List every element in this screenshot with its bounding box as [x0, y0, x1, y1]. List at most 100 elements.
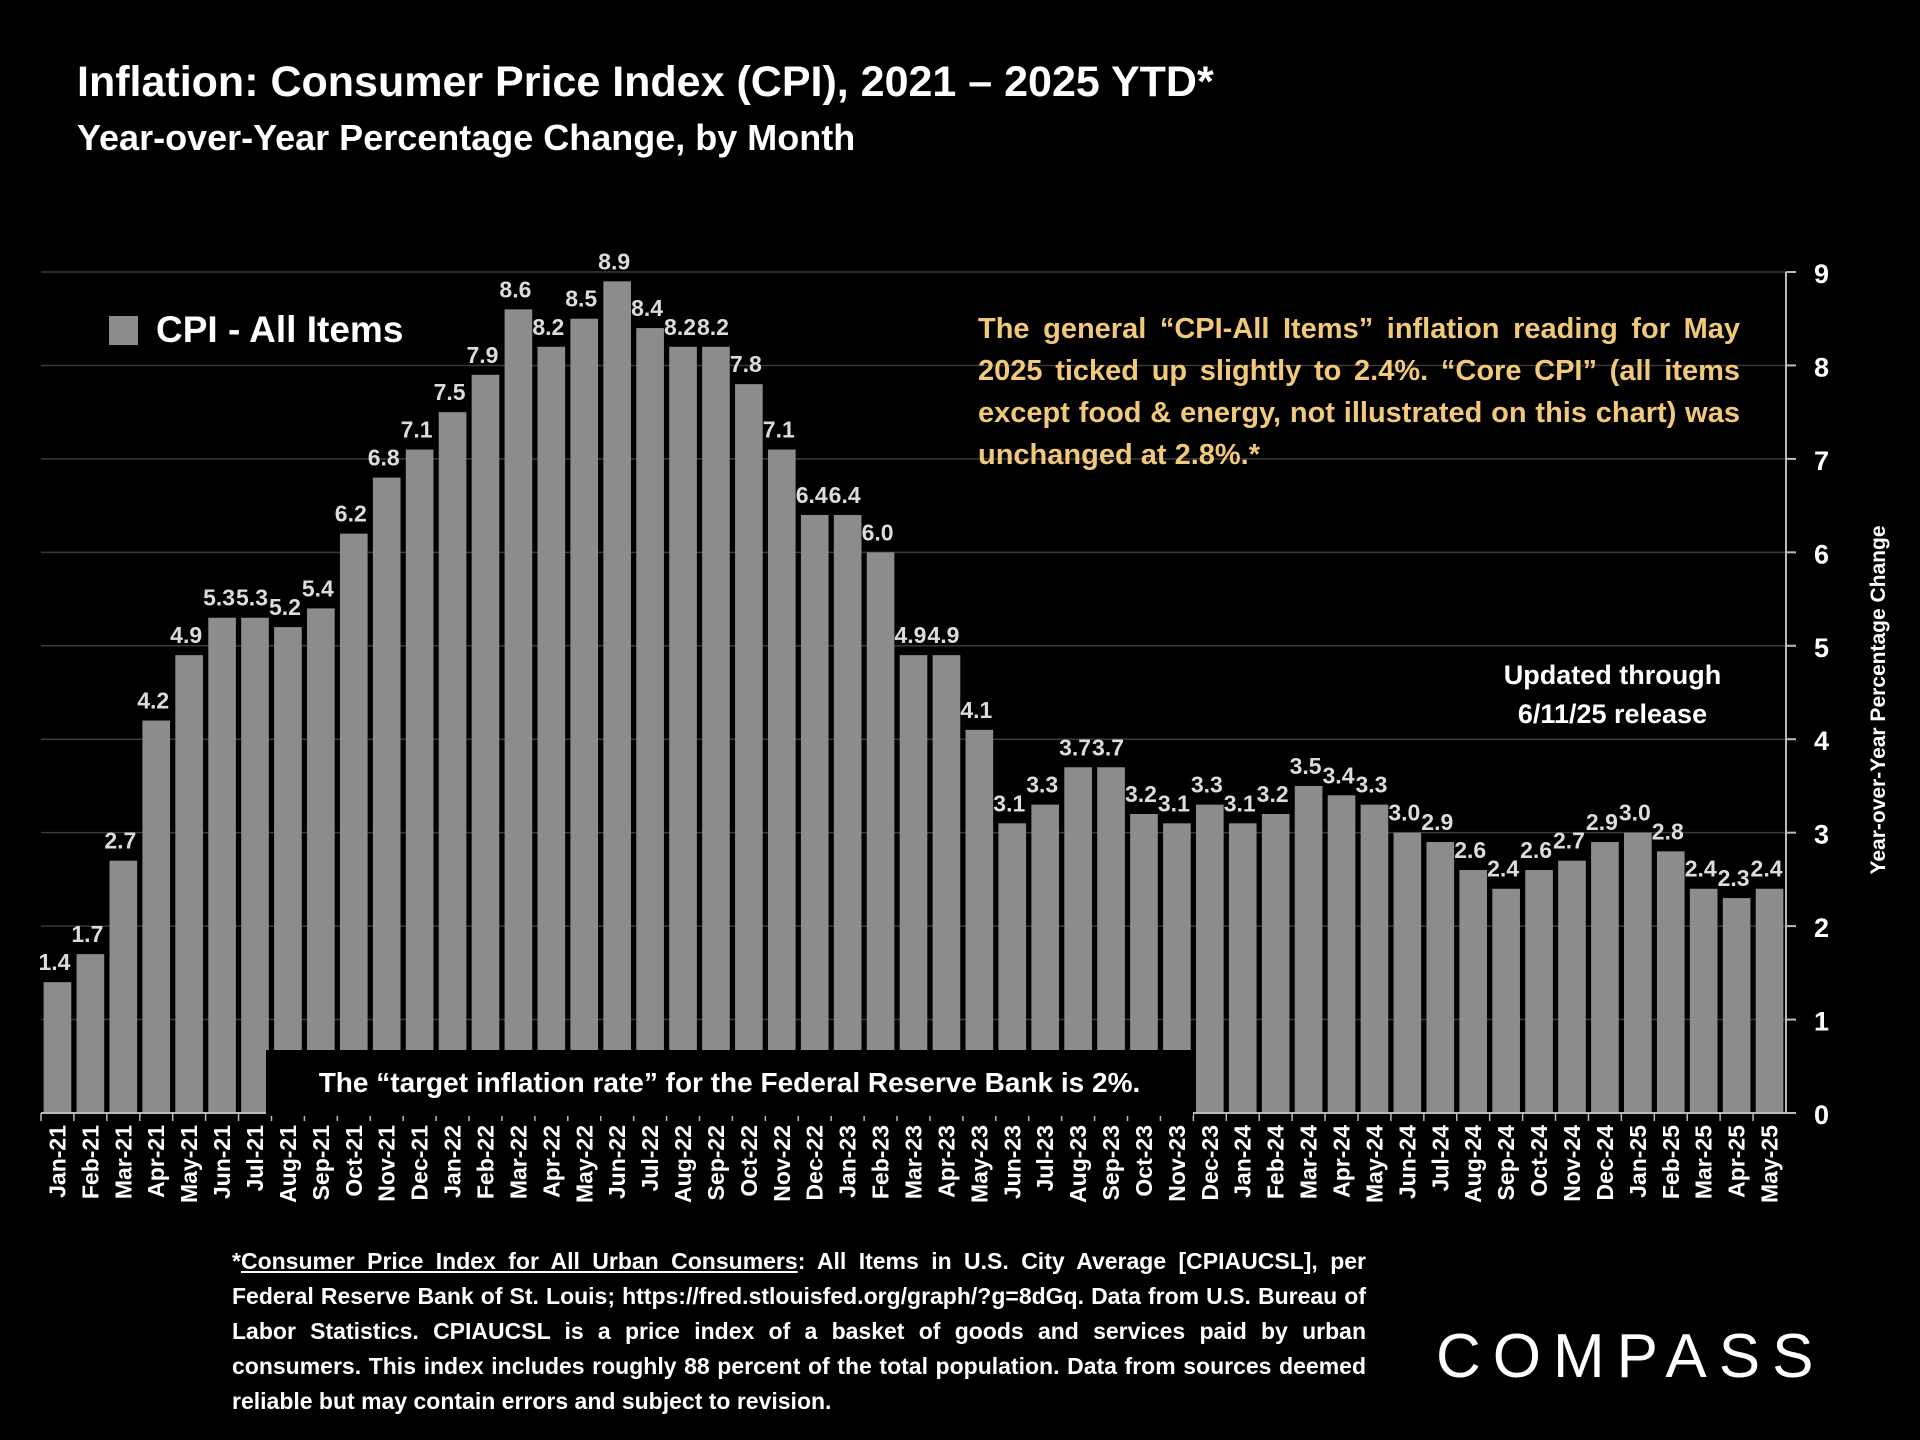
bar-value-label: 6.8	[368, 445, 400, 471]
bar	[43, 982, 72, 1113]
y-tick-label: 2	[1814, 913, 1829, 943]
bar	[932, 655, 961, 1113]
bar-value-label: 2.8	[1652, 818, 1684, 844]
bar	[767, 449, 796, 1113]
x-tick-label: Feb-23	[868, 1125, 894, 1199]
bar	[274, 627, 302, 1113]
x-tick-label: Feb-22	[472, 1125, 498, 1199]
bar-value-label: 2.6	[1520, 837, 1552, 863]
bar	[471, 374, 500, 1113]
x-tick-label: Nov-22	[769, 1125, 795, 1202]
bar	[1195, 804, 1224, 1113]
x-tick-label: Oct-21	[341, 1125, 367, 1197]
bar	[1261, 813, 1290, 1113]
bar-value-label: 4.2	[137, 688, 169, 714]
bar	[866, 552, 895, 1113]
bar	[1722, 898, 1751, 1113]
bar	[1360, 804, 1389, 1113]
x-tick-label: Jun-22	[604, 1125, 630, 1199]
bar-value-label: 6.4	[829, 482, 861, 508]
y-tick-label: 5	[1814, 633, 1829, 663]
legend-label: CPI - All Items	[156, 309, 403, 350]
x-tick-label: Sep-22	[703, 1125, 729, 1200]
bar-value-label: 5.2	[269, 594, 301, 620]
bar	[109, 860, 138, 1113]
bar-value-label: 2.4	[1751, 856, 1783, 882]
x-tick-label: Dec-24	[1592, 1125, 1618, 1201]
x-tick-label: Jun-23	[999, 1125, 1025, 1199]
x-tick-label: Jan-25	[1625, 1125, 1651, 1198]
bar	[208, 617, 236, 1113]
x-tick-label: May-22	[571, 1125, 597, 1203]
footnote: *Consumer Price Index for All Urban Cons…	[232, 1244, 1366, 1419]
bar-value-label: 7.9	[466, 342, 498, 368]
footnote-source-link[interactable]: Consumer Price Index for All Urban Consu…	[240, 1248, 798, 1274]
bar	[175, 655, 203, 1113]
bar-value-label: 2.3	[1718, 865, 1750, 891]
x-tick-label: Apr-22	[538, 1125, 564, 1198]
bar	[735, 384, 763, 1114]
bar-value-label: 2.9	[1586, 809, 1618, 835]
bar-value-label: 5.3	[236, 585, 268, 611]
bar-value-label: 2.7	[104, 828, 136, 854]
data-labels: 1.41.72.74.24.95.3 5.3 5.25.46.26.87.17.57…	[38, 248, 1782, 975]
x-tick-label: Feb-21	[77, 1125, 103, 1199]
x-tick-label: Dec-23	[1197, 1125, 1223, 1200]
bar	[1426, 842, 1455, 1113]
x-tick-label: Jan-21	[44, 1125, 70, 1198]
bar-value-label: 3.2	[1257, 781, 1289, 807]
bar-value-label: 3.5	[1290, 753, 1322, 779]
x-tick-label: Nov-21	[374, 1125, 400, 1202]
bar	[669, 346, 697, 1113]
bar	[504, 309, 533, 1113]
bar-value-label: 3.7	[1059, 734, 1091, 760]
bar-value-label: 8.4	[631, 295, 663, 321]
x-tick-label: Jan-23	[835, 1125, 861, 1198]
x-tick-label: Jul-23	[1032, 1125, 1058, 1191]
updated-through-note: Updated through 6/11/25 release	[1503, 660, 1722, 729]
bar	[438, 412, 467, 1114]
x-tick-label: Feb-25	[1658, 1125, 1684, 1199]
compass-logo: COMPASS	[1436, 1322, 1826, 1391]
y-tick-label: 7	[1814, 446, 1829, 476]
bar	[603, 281, 632, 1113]
x-tick-label: Mar-25	[1691, 1125, 1717, 1199]
bar	[142, 720, 171, 1113]
bar	[1591, 842, 1619, 1113]
y-axis-label: Year-over-Year Percentage Change	[1867, 525, 1890, 874]
bar-value-label: 4.9	[927, 622, 959, 648]
x-tick-label: Mar-24	[1296, 1125, 1322, 1199]
x-tick-label: Sep-21	[308, 1125, 334, 1201]
bar-value-label: 3.1	[1224, 790, 1256, 816]
bar-value-label: 7.1	[401, 417, 433, 443]
bar-value-label: 8.2	[532, 314, 564, 340]
x-tick-label: Mar-23	[901, 1125, 927, 1199]
y-tick-label: 0	[1814, 1100, 1829, 1130]
x-tick-label: Apr-24	[1329, 1125, 1355, 1198]
x-tick-label: Aug-21	[275, 1125, 301, 1203]
bar	[1689, 888, 1718, 1113]
bar-value-label: 5.3	[203, 585, 235, 611]
bar	[339, 533, 368, 1113]
bar	[800, 514, 829, 1113]
inflation-note: The general “CPI-All Items” inflation re…	[978, 313, 1740, 471]
legend-swatch	[109, 316, 138, 345]
bar-value-label: 7.5	[434, 379, 466, 405]
y-tick-label: 9	[1814, 259, 1829, 289]
chart-title: Inflation: Consumer Price Index (CPI), 2…	[77, 58, 1214, 106]
bar	[965, 729, 994, 1113]
bar-value-label: 3.0	[1619, 800, 1651, 826]
chart-subtitle: Year-over-Year Percentage Change, by Mon…	[77, 117, 856, 158]
bar-value-label: 2.4	[1487, 856, 1519, 882]
x-tick-label: Aug-22	[670, 1125, 696, 1203]
x-tick-label: Jul-24	[1427, 1125, 1453, 1192]
bar	[1755, 888, 1784, 1113]
x-tick-label: Oct-24	[1526, 1125, 1552, 1197]
bar-value-label: 3.3	[1355, 772, 1387, 798]
x-tick-label: Jul-22	[637, 1125, 663, 1191]
bar	[1656, 851, 1685, 1113]
bar-value-label: 6.4	[796, 482, 828, 508]
bar	[1294, 785, 1323, 1113]
bar-value-label: 3.7	[1092, 734, 1124, 760]
bar-value-label: 2.9	[1421, 809, 1453, 835]
